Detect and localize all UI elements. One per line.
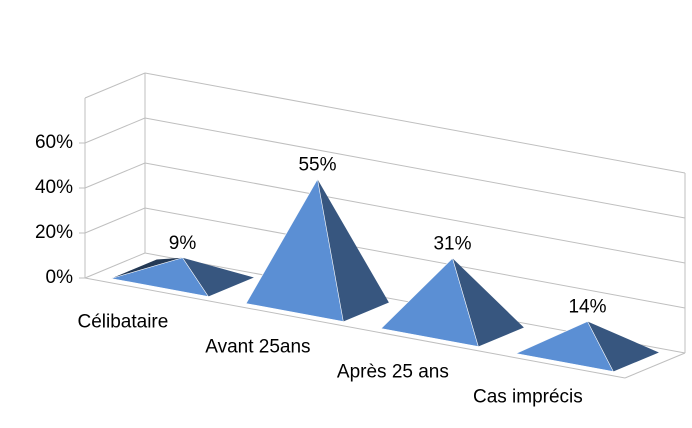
grid-line	[84, 252, 146, 279]
pyramid	[380, 257, 524, 347]
grid-line	[84, 207, 146, 234]
pyramid-right-face	[182, 257, 254, 297]
pyramid-front-face	[245, 178, 344, 322]
data-label: 9%	[169, 233, 197, 254]
grid-line	[84, 117, 146, 144]
floor-edge	[624, 352, 686, 379]
pyramid-front-face	[380, 257, 479, 347]
pyramid	[245, 178, 389, 322]
y-tick-label: 0%	[46, 267, 74, 288]
y-tick-label: 40%	[35, 177, 73, 198]
pyramid	[111, 257, 254, 297]
pyramid-right-face	[317, 179, 389, 322]
x-tick-label: Cas imprécis	[473, 387, 583, 408]
wall-edge	[84, 72, 146, 99]
x-tick-label: Célibataire	[77, 312, 168, 333]
data-label: 55%	[298, 154, 336, 175]
wall-edge	[144, 72, 686, 174]
y-tick-label: 20%	[35, 222, 73, 243]
grid-line	[144, 162, 686, 264]
grid-line	[144, 207, 686, 309]
pyramid	[515, 321, 659, 372]
data-label: 31%	[433, 233, 471, 254]
grid-line	[144, 117, 686, 219]
x-tick-label: Après 25 ans	[337, 362, 449, 383]
pyramid-right-face	[587, 321, 659, 372]
data-label: 14%	[568, 297, 606, 318]
floor-edge	[84, 277, 626, 379]
y-tick-label: 60%	[35, 132, 73, 153]
pyramid-front-face	[515, 321, 614, 372]
grid-line	[84, 162, 146, 189]
pyramid-front-face	[111, 257, 209, 297]
x-tick-label: Avant 25ans	[205, 337, 310, 358]
pyramid-right-face	[452, 258, 524, 347]
